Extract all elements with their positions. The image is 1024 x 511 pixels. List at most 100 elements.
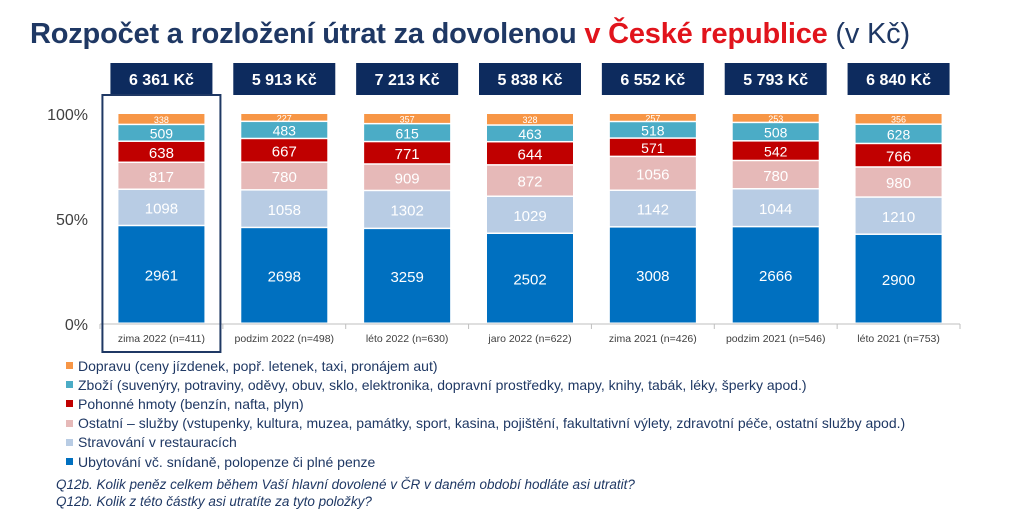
legend-item: Stravování v restauracích [66,433,905,452]
x-tick-label: léto 2022 (n=630) [366,333,449,345]
x-tick-label: jaro 2022 (n=622) [487,333,571,345]
data-label: 542 [764,143,788,159]
bar-segment [855,124,942,143]
bar-segment [487,196,573,233]
legend-swatch [66,419,73,427]
data-label: 2961 [145,268,178,285]
data-label: 257 [645,113,660,123]
bar-segment [364,114,451,123]
bar-segment [855,144,942,167]
data-label: 3008 [636,268,669,285]
bar-segment [609,122,696,138]
total-label: 5 793 Kč [743,72,808,89]
data-label: 2900 [882,272,915,289]
data-label: 1056 [636,166,669,183]
title-unit: (v Kč) [835,18,910,50]
bar-segment [487,125,573,141]
bar-segment [241,114,328,121]
data-label: 483 [273,123,297,139]
data-label: 2502 [513,271,546,288]
y-tick-label: 0% [65,317,88,334]
total-label: 5 838 Kč [498,72,563,89]
bar-segment [609,190,696,227]
bar-segment [118,141,205,162]
data-label: 615 [395,125,419,141]
legend-item: Ubytování vč. snídaně, polopenze či plné… [66,452,905,471]
bar-segment [364,142,451,164]
x-tick-label: zima 2022 (n=411) [118,333,205,345]
data-label: 2698 [268,268,301,285]
bar-segment [732,141,819,160]
x-tick-label: léto 2021 (n=753) [857,333,940,345]
total-label: 5 913 Kč [252,72,317,89]
legend-label: Ubytování vč. snídaně, polopenze či plné… [78,453,376,470]
data-label: 338 [154,115,169,125]
legend-swatch [66,438,73,446]
total-box [724,63,827,95]
data-label: 357 [400,114,415,124]
bar-segment [609,138,696,156]
total-box [847,63,950,95]
bar-segment [609,227,696,323]
data-label: 328 [522,115,537,125]
data-label: 1210 [882,209,915,226]
bar-segment [364,191,451,228]
bar-segment [732,161,819,189]
data-label: 1029 [513,208,546,225]
y-tick-label: 50% [56,212,88,229]
total-box [110,63,213,95]
data-label: 780 [763,168,788,185]
legend-label: Ostatní – služby (vstupenky, kultura, mu… [78,415,906,432]
bar-segment [855,114,942,124]
total-box [601,63,704,95]
total-label: 7 213 Kč [375,72,440,89]
bar-segment [855,234,942,323]
data-label: 644 [517,146,542,163]
y-tick-label: 100% [47,107,88,124]
data-label: 780 [272,169,297,186]
legend-item: Pohonné hmoty (benzín, nafta, plyn) [66,394,905,413]
bar-segment [241,162,328,190]
data-label: 1098 [145,201,178,218]
data-label: 766 [886,148,911,165]
legend-swatch [66,400,73,408]
total-box [356,63,459,95]
bar-segment [364,124,451,141]
bar-segment [241,190,328,227]
data-label: 463 [518,126,542,142]
bar-segment [609,157,696,190]
data-label: 508 [764,124,788,140]
chart-legend: Dopravu (ceny jízdenek, popř. letenek, t… [66,356,905,471]
bar-segment [732,123,819,141]
legend-label: Pohonné hmoty (benzín, nafta, plyn) [78,395,304,412]
data-label: 628 [887,127,911,143]
data-label: 2666 [759,268,792,285]
legend-label: Dopravu (ceny jízdenek, popř. letenek, t… [78,357,438,374]
bar-segment [241,139,328,162]
data-label: 872 [517,174,542,191]
data-label: 1302 [390,203,423,220]
bar-segment [241,228,328,323]
bar-segment [855,197,942,234]
bar-segment [487,165,573,196]
bar-segment [364,229,451,323]
bar-segment [487,142,573,165]
legend-swatch [66,362,73,370]
legend-swatch [66,381,73,389]
data-label: 227 [277,113,292,123]
data-label: 980 [886,175,911,192]
bar-segment [732,114,819,122]
page-title: Rozpočet a rozložení útrat za dovolenou … [30,18,910,51]
bar-segment [118,189,205,225]
data-label: 909 [395,170,420,187]
legend-item: Zboží (suvenýry, potraviny, oděvy, obuv,… [66,375,905,394]
title-main: Rozpočet a rozložení útrat za dovolenou [30,18,577,50]
title-highlight: v České republice [584,18,828,50]
question-2: Q12b. Kolik z této částky asi utratíte z… [56,494,372,509]
x-tick-label: podzim 2022 (n=498) [235,333,335,345]
bar-segment [855,167,942,197]
data-label: 253 [768,114,783,124]
legend-item: Ostatní – služby (vstupenky, kultura, mu… [66,414,905,433]
data-label: 771 [395,146,420,163]
